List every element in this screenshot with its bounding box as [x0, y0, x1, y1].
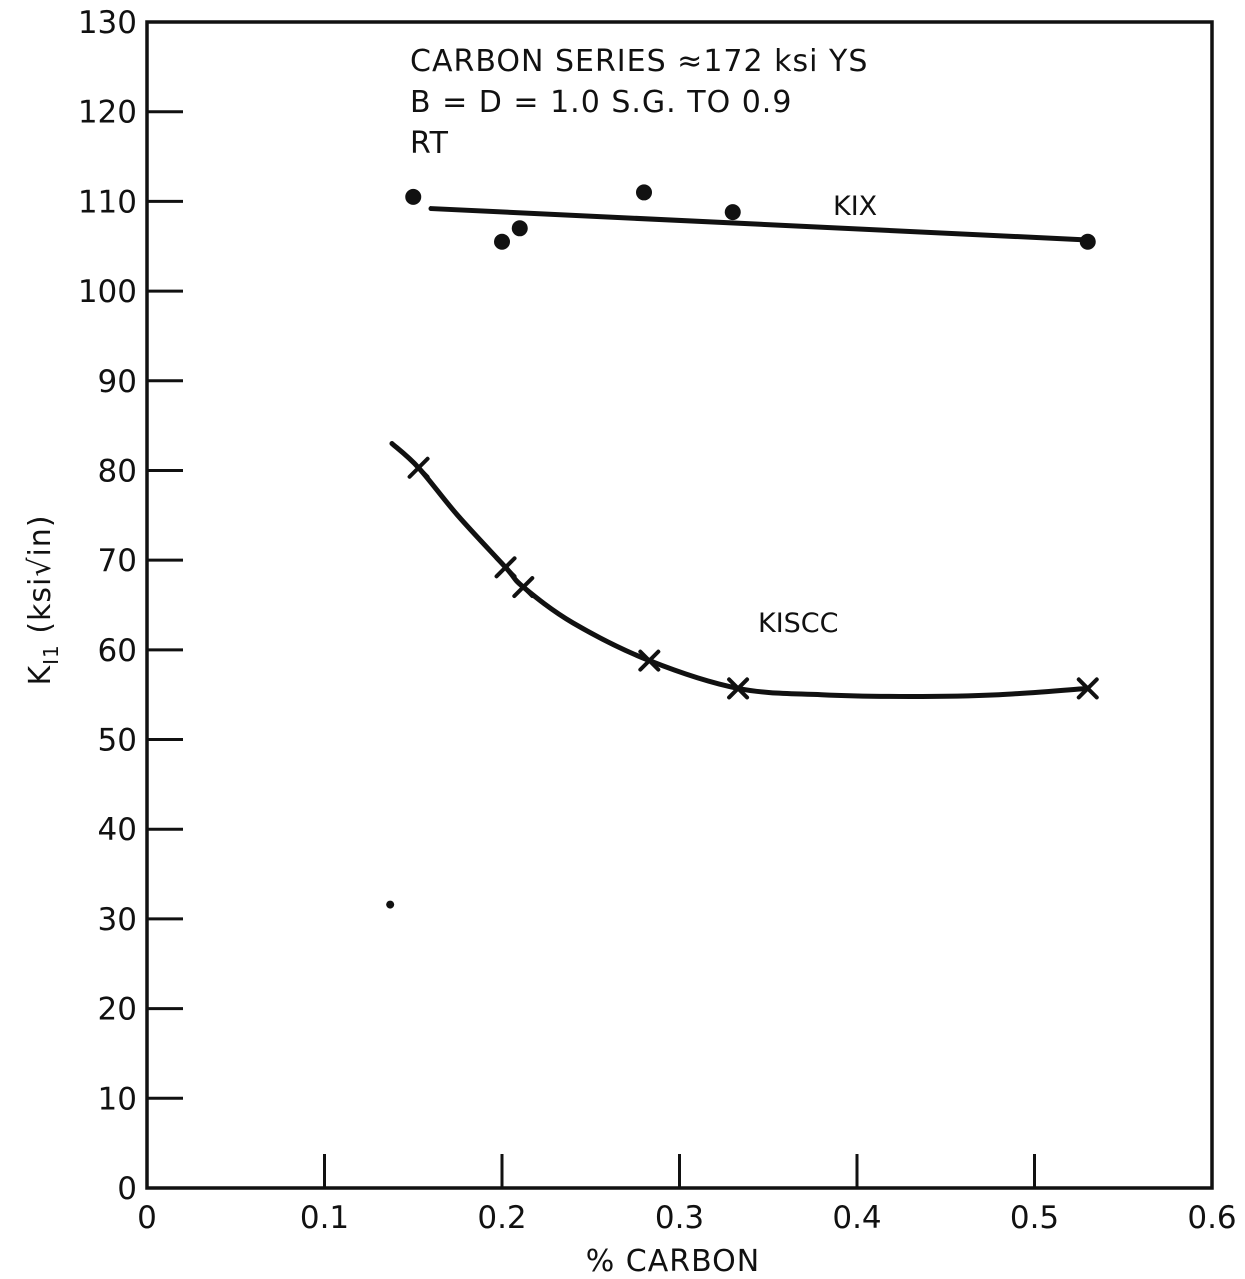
fit-line-kix [428, 206, 1091, 243]
data-point-kix [724, 204, 741, 221]
y-axis-title-units: (ksi√in) [23, 514, 58, 644]
annotation-line-2: B = D = 1.0 S.G. TO 0.9 [410, 85, 792, 120]
data-point-kiscc [1076, 677, 1099, 700]
series-label-kix: KIX [833, 191, 877, 222]
x-tick-label: 0.2 [477, 1200, 526, 1236]
data-point-kix [636, 184, 652, 201]
series-label-kiscc: KISCC [758, 608, 839, 639]
y-axis-title: KI1 (ksi√in) [23, 514, 63, 685]
plot-frame [145, 20, 1214, 1190]
x-tick-label: 0 [137, 1200, 157, 1236]
data-point-kiscc [638, 649, 661, 672]
data-point-kiscc [512, 576, 535, 599]
data-point-kiscc [727, 677, 750, 700]
y-tick-label: 100 [78, 274, 137, 310]
y-tick-label: 50 [98, 723, 137, 759]
y-tick-label: 130 [78, 5, 137, 41]
y-tick-label: 90 [98, 364, 137, 400]
annotation-line-3: RT [410, 126, 449, 161]
x-tick-label: 0.5 [1010, 1200, 1059, 1236]
x-tick-label: 0.3 [655, 1200, 704, 1236]
x-tick-label: 0.4 [832, 1200, 881, 1236]
y-tick-label: 60 [98, 633, 137, 669]
data-point-kix [511, 220, 528, 237]
stray-mark [386, 900, 395, 909]
data-point-kiscc [407, 456, 430, 479]
x-axis-title: % CARBON [586, 1244, 760, 1279]
y-tick-label: 40 [98, 812, 137, 848]
fit-lines [389, 206, 1091, 699]
x-axis-ticks: 0 0.1 0.2 0.3 0.4 0.5 0.6 [137, 1154, 1237, 1236]
y-tick-label: 10 [98, 1081, 137, 1117]
annotation-line-1: CARBON SERIES ≈172 ksi YS [410, 44, 868, 79]
y-tick-label: 120 [78, 95, 137, 131]
y-axis-title-subscript: I1 [39, 644, 63, 665]
y-tick-label: 110 [78, 184, 137, 220]
y-tick-label: 80 [98, 453, 137, 489]
data-point-kix [405, 188, 422, 205]
x-tick-label: 0.6 [1187, 1200, 1236, 1236]
y-axis-title-main: K [23, 665, 58, 686]
data-markers [386, 184, 1099, 909]
y-tick-label: 70 [98, 543, 137, 579]
x-tick-label: 0.1 [300, 1200, 349, 1236]
data-point-kiscc [494, 556, 517, 579]
y-tick-label: 20 [98, 992, 137, 1028]
y-axis-ticks: 0 10 20 30 40 50 60 70 80 90 100 110 120 130 [78, 5, 183, 1207]
data-point-kix [494, 233, 510, 250]
fit-line-kiscc [389, 441, 1091, 699]
data-point-kix [1079, 233, 1096, 250]
y-tick-label: 30 [98, 902, 137, 938]
y-tick-label: 0 [117, 1171, 137, 1207]
